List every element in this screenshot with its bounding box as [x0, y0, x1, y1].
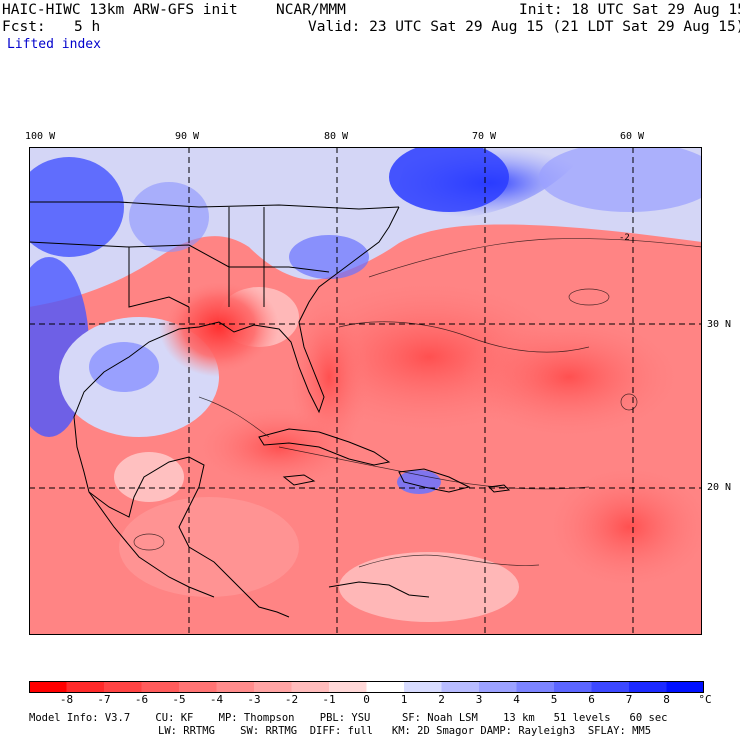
- coastlines: [29, 201, 511, 618]
- weak-yucatan: [114, 452, 184, 502]
- moderate-central-america: [119, 497, 299, 597]
- colorbar-label: -4: [209, 693, 224, 706]
- weak-caribbean-south: [339, 552, 519, 622]
- colorbar-label: -7: [97, 693, 111, 706]
- colorbar-cell: [291, 681, 330, 693]
- colorbar-label: 8: [663, 693, 670, 706]
- init-time: Init: 18 UTC Sat 29 Aug 15: [519, 2, 740, 18]
- lat-label-20n: 20 N: [707, 482, 732, 493]
- valid-time: Valid: 23 UTC Sat 29 Aug 15 (21 LDT Sat …: [308, 19, 740, 35]
- stable-core-midwest: [129, 182, 209, 252]
- colorbar-frame: [29, 681, 704, 693]
- contour-label: -2: [619, 233, 630, 243]
- colorbar-label: 3: [475, 693, 483, 706]
- colorbar-label: -8: [59, 693, 74, 706]
- unstable-core-atlantic: [459, 317, 679, 437]
- colorbar-label: -5: [172, 693, 186, 706]
- colorbar-cell: [216, 681, 255, 693]
- colorbar-label: 6: [588, 693, 595, 706]
- forecast-hour: 5 h: [74, 19, 101, 35]
- colorbar-cell: [554, 681, 592, 693]
- colorbar-cell: [141, 681, 180, 693]
- footer-model-info: Model Info: V3.7 CU: KF MP: Thompson PBL…: [29, 712, 668, 724]
- colorbar-cell: [66, 681, 105, 693]
- colorbar-label: 0: [363, 693, 370, 706]
- stable-core-west: [29, 157, 124, 257]
- colorbar-label: 5: [550, 693, 558, 706]
- colorbar-cell: [329, 681, 367, 693]
- colorbar-unit: °C: [698, 693, 712, 706]
- colorbar-label: 2: [438, 693, 445, 706]
- colorbar-cell: [516, 681, 555, 693]
- field-name: Lifted index: [7, 37, 101, 52]
- contour-lines: [133, 238, 702, 568]
- forecast-label: Fcst:: [2, 19, 46, 35]
- stable-core-gulf: [89, 342, 159, 392]
- colorbar-label: -1: [322, 693, 336, 706]
- colorbar-cell: [104, 681, 142, 693]
- colorbar-cell: [629, 681, 667, 693]
- colorbar-label: -3: [247, 693, 261, 706]
- colorbar-cell: [591, 681, 630, 693]
- unstable-core-louisiana: [159, 277, 279, 377]
- colorbar-cell: [479, 681, 517, 693]
- colorbar-label: 1: [400, 693, 408, 706]
- colorbar: [29, 681, 704, 693]
- unstable-core-east: [549, 467, 702, 587]
- map-frame: [29, 147, 702, 635]
- lat-lon-grid: [29, 147, 702, 635]
- colorbar-label: 4: [513, 693, 520, 706]
- lon-label-60w: 60 W: [620, 131, 645, 142]
- lifted-index-map: -2: [29, 147, 702, 635]
- stable-core-georgia: [289, 235, 369, 279]
- lon-label-80w: 80 W: [324, 131, 349, 142]
- lon-label-100w: 100 W: [25, 131, 56, 142]
- lat-label-30n: 30 N: [707, 319, 732, 330]
- organization-label: NCAR/MMM: [276, 2, 346, 18]
- colorbar-cell: [441, 681, 480, 693]
- lon-label-90w: 90 W: [175, 131, 200, 142]
- colorbar-label: -6: [134, 693, 149, 706]
- colorbar-cell: [254, 681, 292, 693]
- colorbar-cell: [666, 681, 704, 693]
- colorbar-cell: [179, 681, 217, 693]
- colorbar-cell: [29, 681, 67, 693]
- colorbar-cell: [404, 681, 442, 693]
- colorbar-label: -2: [284, 693, 299, 706]
- lon-label-70w: 70 W: [472, 131, 497, 142]
- colorbar-cell: [366, 681, 405, 693]
- stable-core-atlantic: [539, 147, 702, 212]
- colorbar-label: 7: [625, 693, 633, 706]
- model-title: HAIC-HIWC 13km ARW-GFS init: [2, 2, 238, 18]
- footer-physics-info: LW: RRTMG SW: RRTMG DIFF: full KM: 2D Sm…: [158, 725, 652, 737]
- stable-core-carolinas: [389, 147, 509, 212]
